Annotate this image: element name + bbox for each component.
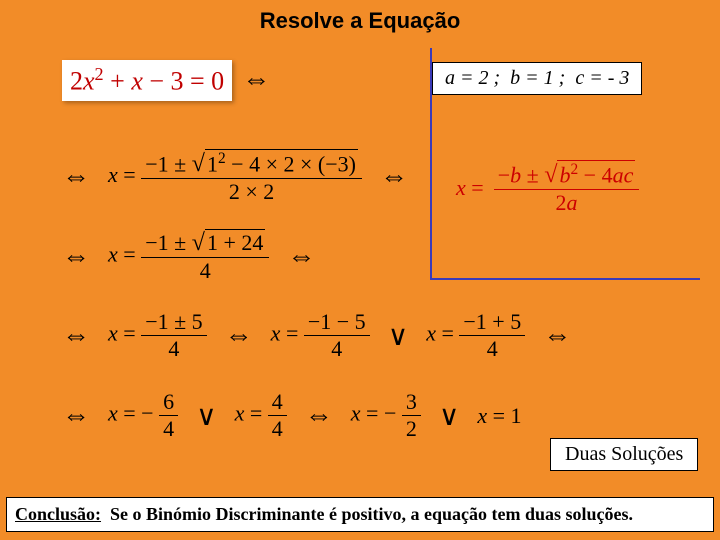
conclusion-box: Conclusão: Se o Binómio Discriminante é …	[6, 497, 714, 532]
step-row-1: ⇔x = −1 ± 1 + 244⇔	[62, 225, 315, 288]
step-row-2: ⇔x = −1 ± 54⇔x = −1 − 54∨x = −1 + 54⇔	[62, 305, 571, 366]
quadratic-formula: x = −b ± b2 − 4ac 2a	[456, 160, 639, 216]
equation-box: 2x2 + x − 3 = 0	[62, 60, 232, 101]
conclusion-text: Se o Binómio Discriminante é positivo, a…	[110, 504, 633, 524]
step-row-0: ⇔x = −1 ± 12 − 4 × 2 × (−3)2 × 2⇔	[62, 145, 408, 209]
coefficients-box: a = 2 ; b = 1 ; c = - 3	[432, 62, 642, 95]
step-row-3: ⇔x = − 64∨x = 44⇔x = − 32∨x = 1	[62, 385, 530, 446]
solutions-box: Duas Soluções	[550, 438, 698, 471]
formula-denominator: 2a	[494, 190, 640, 216]
conclusion-label: Conclusão:	[15, 504, 101, 524]
equation-row: 2x2 + x − 3 = 0 ⇔	[62, 60, 270, 101]
page-title: Resolve a Equação	[0, 0, 720, 34]
connector-horizontal	[430, 278, 700, 280]
formula-numerator: −b ± b2 − 4ac	[494, 160, 640, 190]
iff-symbol: ⇔	[242, 64, 270, 96]
